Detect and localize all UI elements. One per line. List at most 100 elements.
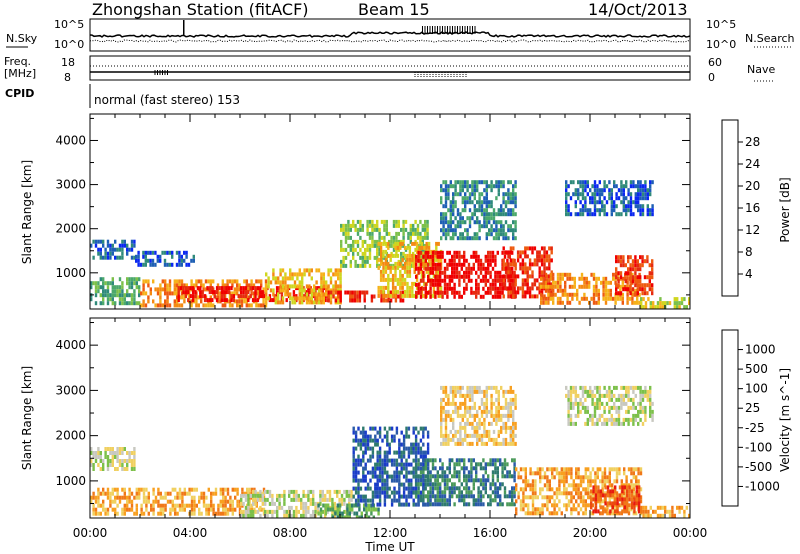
data-cell — [208, 298, 212, 303]
data-cell — [459, 405, 462, 410]
data-cell — [475, 286, 478, 291]
data-cell — [503, 490, 507, 495]
data-cell — [479, 270, 483, 275]
data-cell — [570, 471, 573, 476]
data-cell — [435, 269, 438, 274]
data-cell — [367, 507, 371, 512]
data-cell — [324, 493, 327, 498]
data-cell — [449, 401, 452, 406]
data-cell — [238, 287, 241, 292]
data-cell — [467, 266, 471, 271]
data-cell — [507, 192, 510, 197]
data-cell — [403, 277, 407, 282]
nsky-trace — [89, 30, 691, 38]
data-cell — [577, 503, 580, 508]
data-cell — [477, 490, 480, 495]
data-cell — [92, 467, 95, 471]
data-cell — [319, 501, 322, 506]
data-cell — [416, 227, 420, 232]
data-cell — [497, 417, 500, 422]
data-cell — [581, 180, 585, 185]
data-cell — [646, 196, 649, 201]
data-cell — [431, 486, 435, 491]
data-cell — [459, 393, 462, 398]
data-cell — [468, 216, 472, 221]
data-cell — [419, 290, 423, 295]
data-cell — [418, 245, 421, 250]
data-cell — [443, 502, 447, 507]
data-cell — [583, 284, 586, 289]
data-cell — [512, 236, 515, 241]
data-cell — [612, 276, 615, 281]
data-cell — [317, 288, 321, 293]
data-cell — [374, 470, 377, 475]
data-cell — [391, 281, 395, 286]
data-cell — [332, 288, 335, 293]
data-cell — [485, 196, 488, 201]
data-cell — [482, 286, 485, 291]
data-cell — [275, 286, 279, 291]
data-cell — [400, 462, 403, 467]
data-cell — [346, 507, 349, 512]
data-cell — [621, 284, 624, 289]
data-cell — [528, 286, 532, 291]
data-cell — [526, 246, 529, 251]
data-cell — [572, 479, 575, 484]
data-cell — [171, 254, 174, 259]
data-cell — [410, 450, 413, 455]
data-cell — [500, 429, 503, 434]
data-cell — [427, 290, 430, 295]
data-cell — [622, 263, 625, 268]
data-cell — [495, 212, 498, 217]
data-cell — [482, 262, 485, 267]
data-cell — [342, 255, 345, 260]
data-cell — [448, 470, 451, 475]
data-cell — [467, 274, 471, 279]
data-cell — [604, 276, 608, 281]
data-cell — [444, 188, 448, 193]
data-cell — [453, 290, 456, 295]
data-cell — [569, 389, 573, 394]
data-cell — [356, 294, 359, 299]
data-cell — [461, 236, 464, 241]
data-cell — [643, 287, 647, 292]
data-cell — [566, 292, 569, 297]
data-cell — [447, 441, 450, 446]
data-cell — [459, 220, 462, 225]
data-cell — [422, 502, 425, 507]
data-cell — [415, 294, 418, 299]
data-cell — [434, 250, 437, 255]
data-cell — [651, 275, 654, 280]
data-cell — [485, 208, 488, 213]
data-cell — [439, 494, 442, 499]
data-cell — [198, 495, 201, 500]
data-cell — [254, 290, 257, 295]
data-cell — [531, 507, 535, 512]
data-cell — [402, 223, 405, 228]
data-cell — [424, 254, 427, 259]
data-cell — [596, 200, 599, 205]
data-cell — [648, 279, 651, 284]
data-cell — [193, 495, 196, 500]
data-cell — [118, 301, 122, 306]
data-cell — [485, 216, 488, 221]
data-cell — [475, 498, 478, 503]
data-cell — [152, 511, 155, 516]
data-cell — [607, 296, 610, 301]
data-cell — [485, 393, 488, 398]
data-cell — [480, 413, 484, 418]
data-cell — [319, 511, 323, 516]
data-cell — [109, 459, 112, 463]
data-cell — [376, 494, 379, 499]
data-cell — [491, 286, 495, 291]
data-cell — [284, 284, 287, 289]
data-cell — [415, 274, 418, 279]
data-cell — [639, 283, 642, 288]
data-cell — [567, 397, 570, 402]
data-cell — [261, 294, 264, 299]
data-cell — [387, 289, 390, 294]
data-cell — [522, 479, 525, 484]
data-cell — [223, 286, 226, 291]
data-cell — [109, 499, 112, 504]
